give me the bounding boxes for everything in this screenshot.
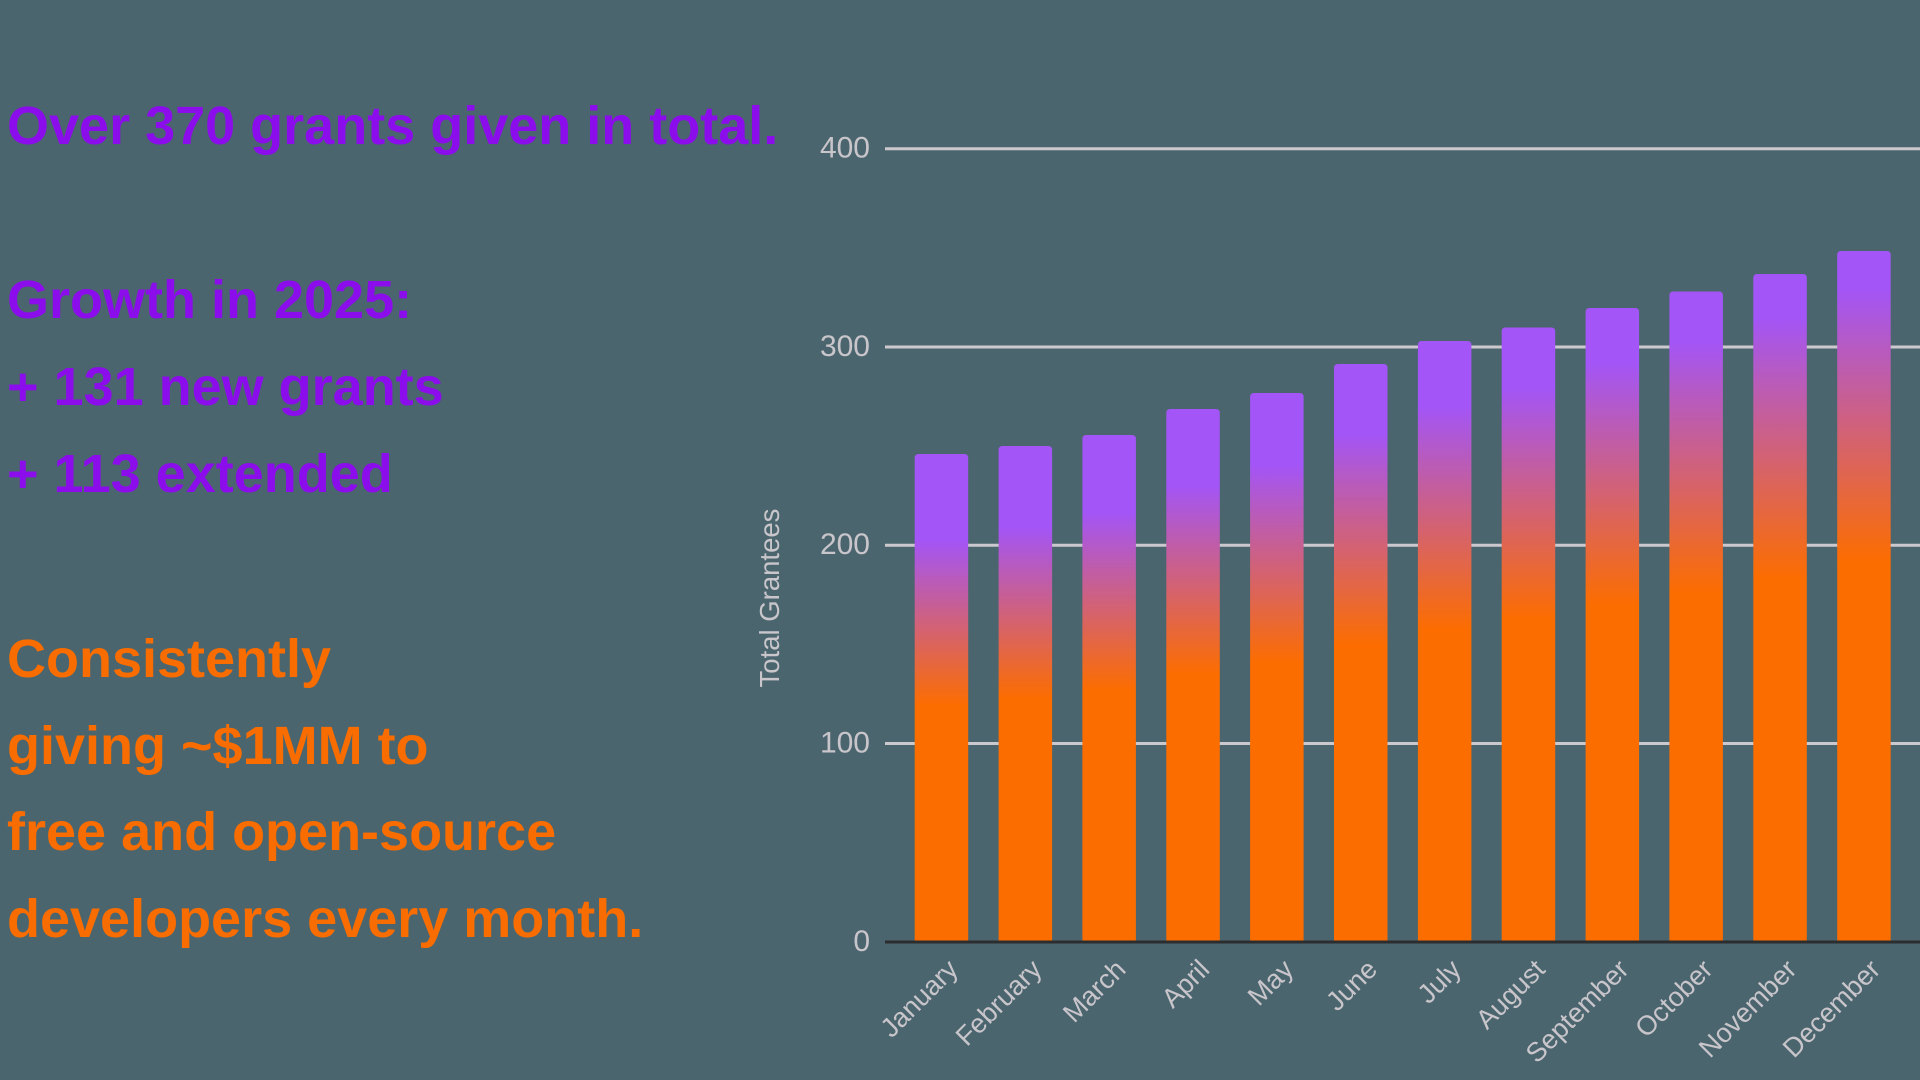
svg-text:February: February: [950, 954, 1048, 1052]
svg-text:300: 300: [820, 330, 870, 363]
svg-text:April: April: [1156, 954, 1215, 1013]
svg-text:100: 100: [820, 727, 870, 760]
svg-text:March: March: [1057, 954, 1131, 1028]
svg-text:Total Grantees: Total Grantees: [754, 509, 785, 688]
svg-text:200: 200: [820, 528, 870, 561]
svg-text:June: June: [1320, 954, 1383, 1017]
svg-text:May: May: [1242, 954, 1300, 1012]
svg-text:400: 400: [820, 132, 870, 165]
svg-text:0: 0: [853, 925, 870, 958]
svg-text:July: July: [1412, 954, 1468, 1010]
svg-text:August: August: [1470, 954, 1551, 1035]
